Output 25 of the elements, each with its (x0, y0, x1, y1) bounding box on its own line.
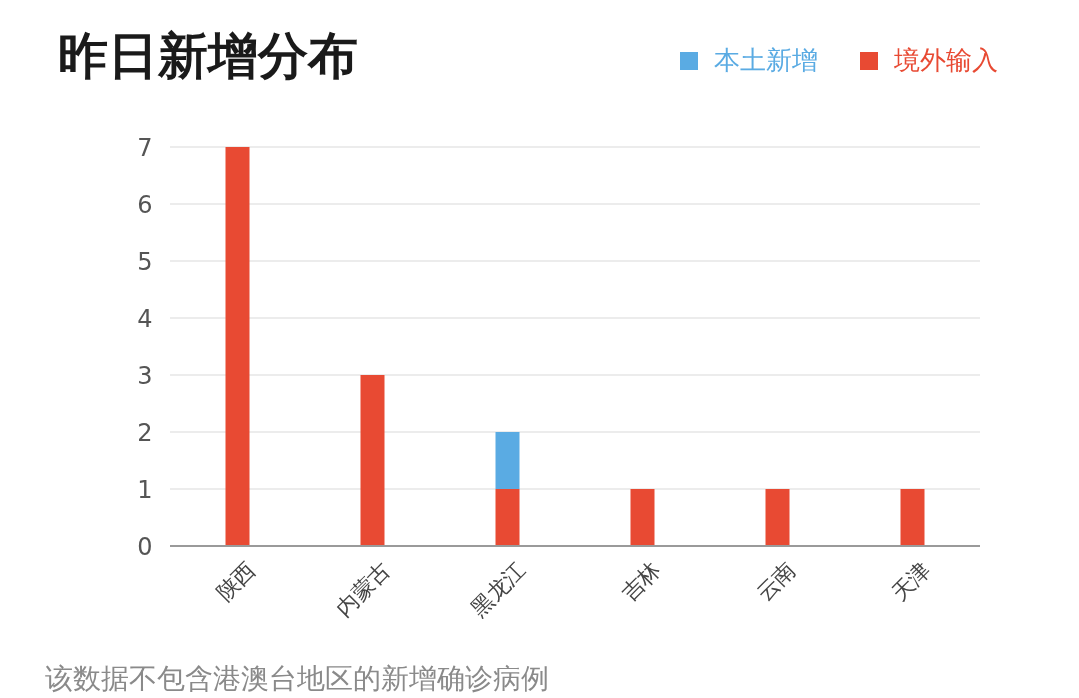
y-tick-label: 7 (137, 134, 153, 162)
legend-label: 境外输入 (893, 45, 998, 75)
x-tick-label: 陕西 (211, 557, 261, 606)
x-tick-label: 内蒙古 (331, 557, 396, 622)
bar (765, 489, 790, 546)
bar (630, 489, 655, 546)
chart-title: 昨日新增分布 (58, 27, 358, 85)
text: 该数据不包含港澳台地区的新增确诊病例 (45, 662, 549, 695)
x-tick-label: 天津 (886, 557, 936, 606)
y-tick-label: 1 (137, 476, 153, 504)
x-tick-label: 黑龙江 (466, 557, 531, 622)
y-tick-label: 2 (137, 419, 153, 447)
bar (900, 489, 925, 546)
bar (495, 432, 520, 489)
y-tick-label: 6 (137, 191, 153, 219)
bar (495, 489, 520, 546)
bar (225, 147, 250, 546)
x-tick-label: 吉林 (616, 557, 666, 606)
legend-label: 本土新增 (714, 45, 818, 75)
y-tick-label: 4 (137, 305, 153, 333)
x-tick-label: 云南 (751, 557, 801, 606)
bar (360, 375, 385, 546)
y-tick-label: 3 (137, 362, 153, 390)
y-tick-label: 0 (137, 533, 153, 561)
y-tick-label: 5 (137, 248, 153, 276)
